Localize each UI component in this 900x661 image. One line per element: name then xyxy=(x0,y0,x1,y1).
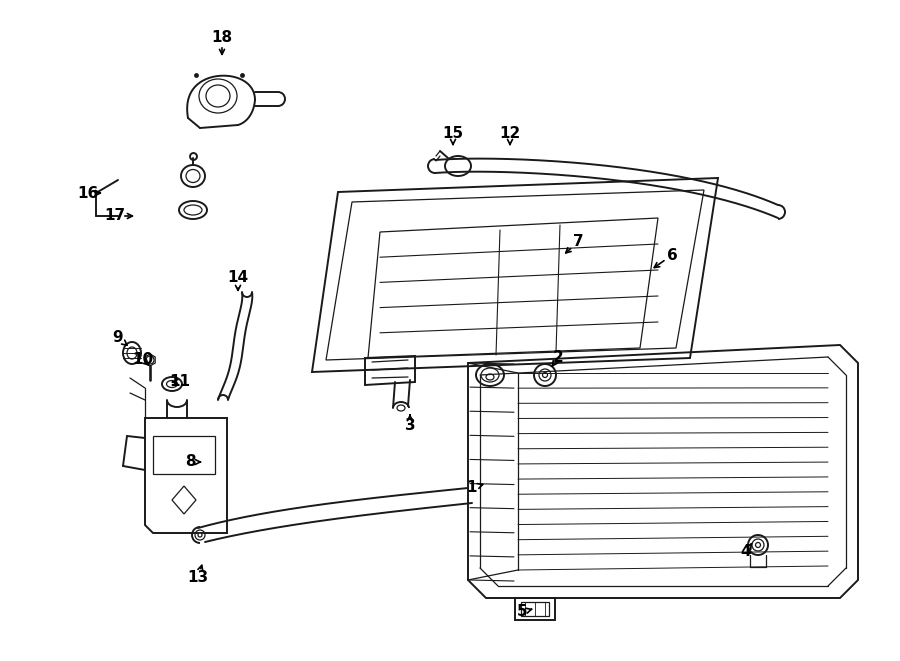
Text: 14: 14 xyxy=(228,270,248,286)
Text: 11: 11 xyxy=(169,375,191,389)
Ellipse shape xyxy=(755,543,760,547)
Ellipse shape xyxy=(198,533,202,537)
Text: 8: 8 xyxy=(184,455,195,469)
Ellipse shape xyxy=(543,373,547,377)
Text: 18: 18 xyxy=(212,30,232,46)
Text: 6: 6 xyxy=(667,247,678,262)
Text: 15: 15 xyxy=(443,126,464,141)
Text: 16: 16 xyxy=(77,186,99,200)
Text: 3: 3 xyxy=(405,418,415,432)
Text: 10: 10 xyxy=(132,352,154,368)
Text: 12: 12 xyxy=(500,126,520,141)
Ellipse shape xyxy=(486,374,494,380)
Bar xyxy=(515,598,555,620)
Bar xyxy=(521,602,549,616)
Text: 5: 5 xyxy=(517,605,527,619)
Text: 9: 9 xyxy=(112,330,123,346)
Text: 2: 2 xyxy=(553,350,563,366)
Text: 4: 4 xyxy=(741,545,751,559)
Text: 1: 1 xyxy=(467,481,477,496)
Text: 17: 17 xyxy=(104,208,126,223)
Text: 13: 13 xyxy=(187,570,209,586)
Text: 7: 7 xyxy=(572,235,583,249)
Bar xyxy=(153,436,215,474)
